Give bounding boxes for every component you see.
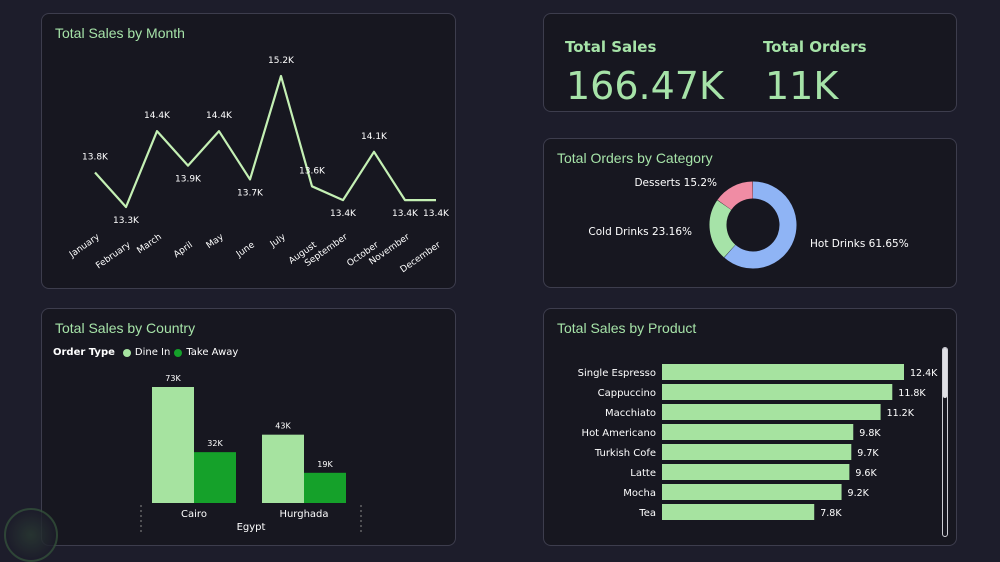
product-bar (662, 424, 854, 440)
x-tick-label: June (234, 240, 257, 260)
scrollbar[interactable] (942, 347, 948, 537)
data-label: 13.4K (423, 209, 450, 219)
sales-by-month-chart: 13.8K January 13.3K February 14.4K March 13.9K… (67, 56, 450, 275)
x-tick-label: January (67, 232, 102, 261)
total-orders-value: 11K (765, 64, 839, 108)
bar-value-label: 9.2K (848, 488, 870, 499)
legend-swatch-take-away (174, 348, 183, 357)
slice-label-cold-drinks: Cold Drinks 23.16% (588, 226, 692, 238)
x-tick-label: July (268, 232, 288, 250)
product-bar (662, 444, 852, 460)
data-label: 13.7K (237, 188, 264, 198)
bar-value-label: 32K (207, 439, 223, 448)
bar-value-label: 7.8K (820, 508, 842, 519)
card-title: Total Orders by Category (557, 150, 713, 166)
y-tick-label: Latte (630, 468, 656, 479)
data-label: 14.4K (144, 111, 171, 121)
sales-by-month-card: Total Sales by Month 13.8K January 13.3K Fe… (41, 13, 456, 289)
bar-value-label: 11.8K (898, 388, 926, 399)
y-tick-label: Hot Americano (582, 428, 656, 439)
legend-label-take-away[interactable]: Take Away (186, 347, 239, 358)
legend-title: Order Type (53, 347, 115, 358)
total-sales-label: Total Sales (565, 38, 657, 56)
sales-line-series (94, 74, 436, 209)
data-label: 13.6K (299, 166, 326, 176)
x-tick-label: May (205, 232, 227, 251)
data-label: 13.9K (175, 175, 202, 185)
card-title: Total Sales by Month (55, 25, 185, 41)
watermark-logo (4, 508, 58, 562)
slice-label-hot-drinks: Hot Drinks 61.65% (810, 238, 909, 250)
product-bar (662, 384, 893, 400)
slice-label-desserts: Desserts 15.2% (634, 177, 717, 189)
sales-by-country-card: Total Sales by Country Order Type Dine I… (41, 308, 456, 546)
bar-take-away (304, 472, 346, 503)
sales-by-country-chart: 73K 32K Cairo 43K 19K Hurghada Egypt (140, 374, 362, 535)
bar-value-label: 73K (165, 374, 181, 383)
x-group-label: Egypt (237, 522, 266, 533)
data-label: 14.4K (206, 111, 233, 121)
bar-value-label: 11.2K (887, 408, 915, 419)
y-tick-label: Single Espresso (578, 368, 656, 379)
donut-slice-hot-drinks (724, 181, 797, 269)
bar-value-label: 9.6K (855, 468, 877, 479)
scrollbar-thumb[interactable] (943, 348, 947, 398)
product-bar (662, 504, 815, 520)
data-label: 13.4K (392, 209, 419, 219)
y-tick-label: Turkish Cofe (594, 448, 656, 459)
x-tick-label: April (172, 240, 195, 260)
bar-value-label: 9.8K (859, 428, 881, 439)
data-label: 15.2K (268, 56, 295, 66)
legend: Order Type Dine In Take Away (53, 347, 238, 358)
kpi-card: Total Sales 166.47K Total Orders 11K (543, 13, 957, 112)
y-tick-label: Macchiato (605, 408, 656, 419)
bar-value-label: 9.7K (857, 448, 879, 459)
y-tick-label: Mocha (623, 488, 656, 499)
legend-label-dine-in[interactable]: Dine In (134, 347, 171, 358)
x-tick-label: Hurghada (279, 509, 328, 520)
bar-dine-in (152, 387, 194, 503)
card-title: Total Sales by Product (557, 320, 697, 336)
x-tick-label: December (399, 240, 443, 275)
data-label: 14.1K (361, 132, 388, 142)
bar-take-away (194, 452, 236, 503)
product-bar (662, 364, 904, 380)
x-tick-label: Cairo (181, 509, 207, 520)
product-bar (662, 464, 850, 480)
y-tick-label: Cappuccino (598, 388, 656, 399)
donut-slice-desserts (717, 181, 754, 211)
y-tick-label: Tea (638, 508, 656, 519)
data-label: 13.3K (113, 216, 140, 226)
product-bar (662, 404, 881, 420)
product-bar (662, 484, 842, 500)
data-label: 13.8K (82, 153, 109, 163)
bar-value-label: 43K (275, 422, 291, 431)
sales-by-product-card: Total Sales by Product Single Espresso 12… (543, 308, 957, 546)
legend-swatch-dine-in (122, 348, 131, 357)
card-title: Total Sales by Country (55, 320, 196, 336)
x-tick-label: February (94, 240, 133, 271)
sales-by-product-chart: Single Espresso 12.4K Cappuccino 11.8K Macch… (578, 364, 938, 520)
data-label: 13.4K (330, 209, 357, 219)
bar-dine-in (262, 434, 304, 503)
x-tick-label: March (136, 232, 164, 256)
donut-slice-cold-drinks (709, 200, 736, 258)
total-sales-value: 166.47K (566, 64, 724, 108)
bar-value-label: 19K (317, 460, 333, 469)
bar-value-label: 12.4K (910, 368, 938, 379)
total-orders-label: Total Orders (763, 38, 867, 56)
orders-by-category-chart: Hot Drinks 61.65% Cold Drinks 23.16% Desse… (588, 177, 909, 269)
orders-by-category-card: Total Orders by Category Hot Drinks 61.6… (543, 138, 957, 288)
